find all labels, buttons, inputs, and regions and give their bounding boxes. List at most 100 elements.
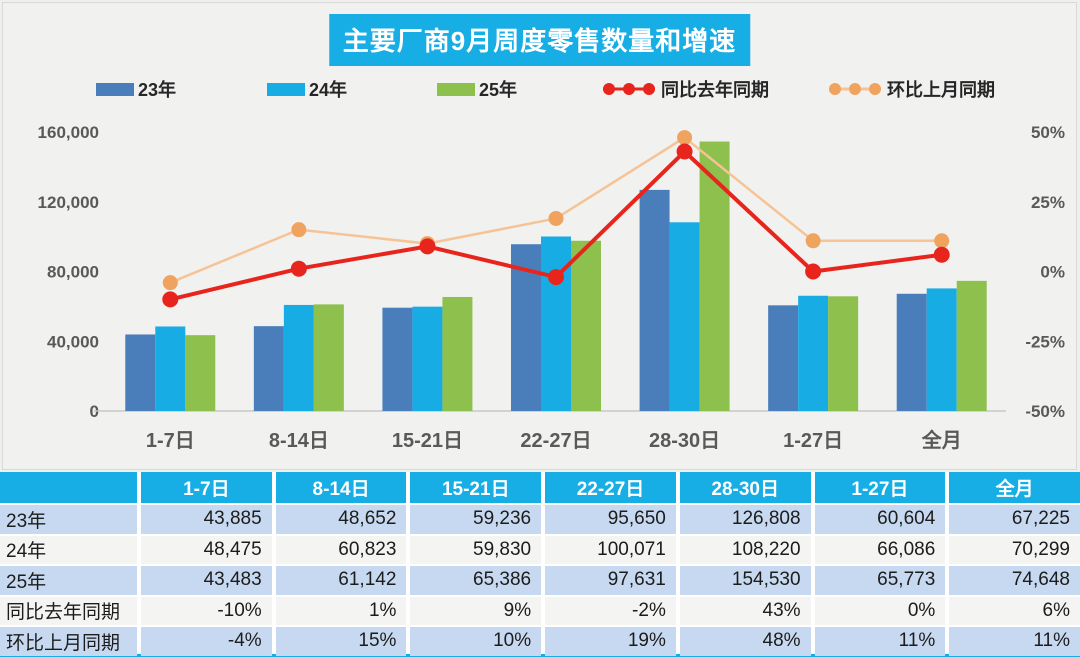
x-axis-label: 22-27日 bbox=[520, 430, 591, 452]
x-axis-label: 全月 bbox=[921, 428, 962, 452]
legend-label: 23年 bbox=[138, 80, 177, 100]
mom-marker bbox=[934, 233, 950, 249]
table-row-label: 24年 bbox=[0, 535, 137, 564]
bar-24年-28-30日 bbox=[669, 222, 700, 411]
bar-25年-全月 bbox=[956, 280, 987, 411]
legend-bar-swatch-icon bbox=[96, 82, 134, 96]
bar-23年-全月 bbox=[896, 293, 927, 411]
bar-25年-1-27日 bbox=[828, 296, 859, 411]
right-axis-tick: -50% bbox=[1025, 402, 1065, 421]
table-cell: 60,823 bbox=[275, 535, 407, 564]
table-cell: 108,220 bbox=[679, 535, 811, 564]
table-cell: -4% bbox=[141, 627, 272, 656]
left-axis-tick: 80,000 bbox=[47, 263, 99, 282]
table-cell: 126,808 bbox=[679, 505, 811, 534]
table-cell: 10% bbox=[410, 627, 542, 656]
table-row-label: 25年 bbox=[0, 566, 137, 595]
left-axis-tick: 40,000 bbox=[47, 332, 99, 351]
bar-24年-全月 bbox=[926, 288, 957, 411]
mom-marker bbox=[677, 130, 693, 146]
legend-line-swatch-icon bbox=[603, 83, 655, 95]
left-axis-tick: 120,000 bbox=[38, 193, 99, 212]
legend-bar-swatch-icon bbox=[267, 82, 305, 96]
table-header-8-14日: 8-14日 bbox=[275, 472, 407, 503]
table-cell: 154,530 bbox=[679, 566, 811, 595]
mom-marker bbox=[291, 222, 307, 238]
legend-bar-swatch-icon bbox=[437, 82, 475, 96]
legend-item-1[interactable]: 23年 bbox=[96, 77, 176, 101]
legend-label: 同比去年同期 bbox=[661, 80, 769, 100]
table-cell: 65,773 bbox=[814, 566, 946, 595]
table-cell: 59,236 bbox=[410, 505, 542, 534]
table-cell: 48,475 bbox=[141, 535, 272, 564]
table-header-28-30日: 28-30日 bbox=[679, 472, 811, 503]
yoy-marker bbox=[805, 263, 822, 280]
x-axis-label: 8-14日 bbox=[269, 430, 329, 452]
table-cell: 97,631 bbox=[545, 566, 676, 595]
table-cell: 61,142 bbox=[275, 566, 407, 595]
legend-item-2[interactable]: 24年 bbox=[267, 77, 347, 101]
x-axis-label: 1-7日 bbox=[146, 430, 195, 452]
mom-marker bbox=[162, 275, 178, 291]
table-header-1-27日: 1-27日 bbox=[814, 472, 946, 503]
table-header-22-27日: 22-27日 bbox=[545, 472, 676, 503]
table-header-1-7日: 1-7日 bbox=[141, 472, 272, 503]
table-cell: 0% bbox=[814, 596, 946, 625]
yoy-marker bbox=[548, 269, 564, 286]
bar-25年-8-14日 bbox=[313, 304, 344, 411]
table-cell: 66,086 bbox=[814, 535, 946, 564]
table-cell: 19% bbox=[545, 627, 676, 656]
table-cell: 43,483 bbox=[141, 566, 272, 595]
x-axis-label: 1-27日 bbox=[783, 430, 843, 452]
table-cell: 74,648 bbox=[949, 566, 1080, 595]
legend-line-swatch-icon bbox=[829, 83, 881, 95]
legend-item-5[interactable]: 环比上月同期 bbox=[827, 77, 995, 101]
data-table: 1-7日 8-14日 15-21日 22-27日 28-30日 1-27日 全月 23年 43,… bbox=[0, 472, 1080, 657]
table-cell: 43,885 bbox=[141, 505, 272, 534]
table-cell: 11% bbox=[814, 627, 946, 656]
bar-23年-15-21日 bbox=[382, 307, 413, 411]
bar-24年-15-21日 bbox=[412, 306, 443, 411]
table-cell: 1% bbox=[275, 596, 407, 625]
table-cell: 100,071 bbox=[545, 535, 676, 564]
legend-label: 25年 bbox=[479, 80, 518, 100]
yoy-marker bbox=[290, 260, 307, 277]
table-header-15-21日: 15-21日 bbox=[410, 472, 542, 503]
right-axis-tick: -25% bbox=[1025, 332, 1065, 351]
chart-legend: 23年 24年 25年 同比去年同期 环比上月同期 bbox=[3, 77, 1076, 101]
bar-24年-8-14日 bbox=[283, 304, 314, 411]
chart-title: 主要厂商9月周度零售数量和增速 bbox=[328, 14, 751, 66]
bar-23年-1-7日 bbox=[125, 334, 156, 411]
yoy-marker bbox=[676, 143, 693, 160]
table-header-corner bbox=[0, 472, 137, 503]
right-axis-tick: 25% bbox=[1031, 193, 1065, 212]
table-cell: 43% bbox=[679, 596, 811, 625]
x-axis-label: 28-30日 bbox=[649, 430, 720, 452]
bar-24年-1-7日 bbox=[155, 326, 186, 411]
table-cell: 67,225 bbox=[949, 505, 1080, 534]
legend-item-3[interactable]: 25年 bbox=[437, 77, 517, 101]
bar-24年-22-27日 bbox=[541, 236, 571, 411]
legend-label: 环比上月同期 bbox=[887, 80, 995, 100]
table-cell: 9% bbox=[410, 596, 542, 625]
table-row-label: 23年 bbox=[0, 505, 137, 534]
combo-chart: 040,00080,000120,000160,000-50%-25%0%25%… bbox=[38, 123, 1065, 452]
legend-label: 24年 bbox=[309, 80, 348, 100]
bar-23年-8-14日 bbox=[253, 326, 284, 411]
yoy-marker bbox=[162, 291, 179, 308]
mom-marker bbox=[805, 233, 821, 249]
table-cell: -10% bbox=[141, 596, 272, 625]
right-axis-tick: 50% bbox=[1031, 123, 1065, 142]
bar-23年-28-30日 bbox=[639, 189, 670, 411]
table-cell: 59,830 bbox=[410, 535, 542, 564]
table-cell: 48,652 bbox=[275, 505, 407, 534]
bar-25年-15-21日 bbox=[442, 296, 473, 411]
table-cell: 60,604 bbox=[814, 505, 946, 534]
bar-23年-1-27日 bbox=[768, 305, 799, 411]
x-axis-label: 15-21日 bbox=[392, 430, 463, 452]
legend-item-4[interactable]: 同比去年同期 bbox=[601, 77, 769, 101]
table-cell: 6% bbox=[949, 596, 1080, 625]
left-axis-tick: 160,000 bbox=[38, 123, 99, 142]
